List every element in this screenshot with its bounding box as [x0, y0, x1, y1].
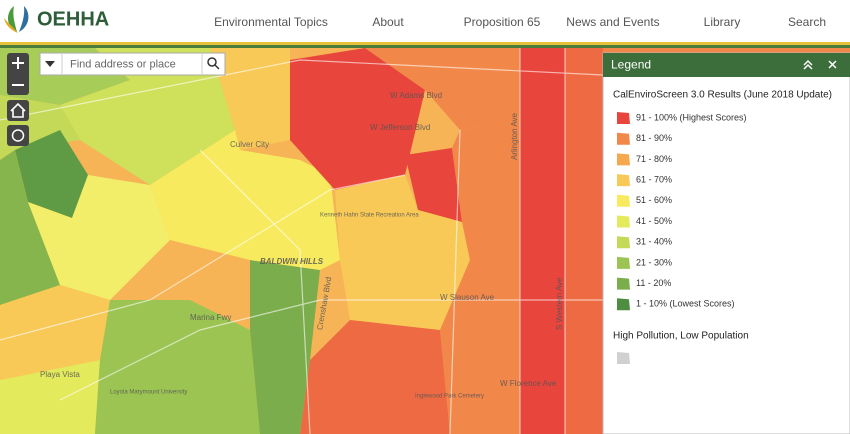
nav-item[interactable]: About: [372, 15, 404, 29]
header: OEHHA Environmental Topics About Proposi…: [0, 0, 850, 48]
region: [603, 48, 850, 53]
legend-label: 61 - 70%: [636, 174, 672, 184]
legend-swatch: [617, 277, 630, 290]
region: [150, 130, 340, 270]
legend-label: 31 - 40%: [636, 237, 672, 247]
header-bg: [0, 0, 850, 44]
region: [95, 300, 260, 434]
map-label: Kenneth Hahn State Recreation Area: [320, 213, 419, 219]
map-label: S Western Ave: [555, 277, 564, 330]
map-label: Inglewood Park Cemetery: [415, 394, 484, 400]
legend-bg: [602, 52, 850, 434]
map-label: Loyola Marymount University: [110, 390, 187, 396]
legend-swatch: [617, 194, 630, 207]
collapse-button[interactable]: [803, 59, 813, 70]
locate-icon: [11, 129, 25, 142]
zoom-controls: [7, 53, 29, 146]
legend-subtitle: CalEnviroScreen 3.0 Results (June 2018 U…: [613, 90, 832, 101]
legend-extra-title: High Pollution, Low Population: [613, 331, 749, 342]
logo-leaf: [4, 18, 18, 33]
legend-swatch: [617, 153, 630, 166]
region: [290, 48, 425, 190]
search-box[interactable]: [39, 52, 226, 76]
logo-leaf: [19, 6, 29, 32]
legend-swatch: [617, 132, 630, 145]
close-button[interactable]: [828, 60, 837, 69]
legend-label: 71 - 80%: [636, 154, 672, 164]
map-label: Culver City: [230, 140, 269, 149]
map-label: W Slauson Ave: [440, 293, 495, 302]
legend-label: 91 - 100% (Highest Scores): [636, 112, 747, 122]
legend-label: 1 - 10% (Lowest Scores): [636, 299, 735, 309]
home-icon: [10, 102, 26, 118]
search-icon[interactable]: [207, 57, 217, 67]
map-label: Playa Vista: [40, 370, 80, 379]
streets: [0, 48, 604, 434]
legend-label: 41 - 50%: [636, 216, 672, 226]
map-label: W Adams Blvd: [390, 91, 442, 100]
map-label: Arlington Ave: [510, 112, 519, 160]
legend-label: 21 - 30%: [636, 257, 672, 267]
nav-item[interactable]: Search: [788, 15, 826, 29]
region: [300, 320, 450, 434]
nav-item[interactable]: Proposition 65: [464, 15, 541, 29]
region: [440, 120, 520, 434]
search-placeholder: Find address or place: [70, 58, 176, 70]
legend-label: 81 - 90%: [636, 133, 672, 143]
legend-swatch: [617, 352, 630, 364]
region: [0, 360, 100, 434]
legend-swatch: [617, 256, 630, 269]
map-label: W Florence Ave: [500, 379, 557, 388]
search-icon: [214, 64, 220, 70]
map-label: BALDWIN HILLS: [260, 257, 324, 266]
legend-swatch: [617, 236, 630, 249]
region: [0, 285, 110, 380]
legend-title: Legend: [611, 58, 651, 72]
region: [0, 150, 60, 305]
nav-item[interactable]: Environmental Topics: [214, 15, 328, 29]
locate-button[interactable]: [7, 125, 29, 146]
region: [335, 175, 470, 330]
region: [405, 148, 462, 222]
nav-item[interactable]: Library: [704, 15, 741, 29]
legend-swatch: [617, 112, 630, 124]
region: [15, 130, 88, 218]
region: [520, 48, 565, 434]
region: [565, 48, 603, 434]
legend-label: 11 - 20%: [636, 278, 671, 288]
legend-swatch: [617, 174, 630, 187]
nav-item[interactable]: News and Events: [566, 15, 659, 29]
search: Find address or place: [39, 52, 226, 76]
zoom-buttons[interactable]: [12, 57, 24, 86]
legend-swatch: [617, 298, 630, 311]
legend-swatch: [617, 215, 630, 228]
dropdown[interactable]: [45, 61, 55, 67]
logo-text[interactable]: OEHHA: [37, 8, 109, 30]
legend-panel: Legend CalEnviroScreen 3.0 Results (June…: [602, 52, 850, 434]
legend-label: 51 - 60%: [636, 195, 672, 205]
header-strip: [0, 45, 850, 48]
map-label: W Jefferson Blvd: [370, 123, 430, 132]
map-label: Marina Fwy: [190, 313, 231, 322]
header-strip: [0, 42, 850, 45]
region: [28, 175, 170, 300]
